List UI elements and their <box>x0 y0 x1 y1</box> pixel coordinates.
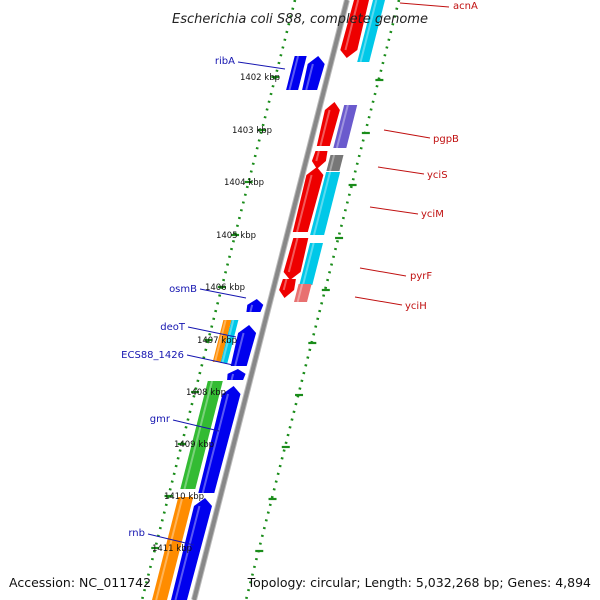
gene-pgpB <box>316 102 340 146</box>
gene-ribA <box>302 56 325 90</box>
gene-gmr <box>198 386 241 493</box>
gene-yciS-highlight <box>315 150 320 162</box>
gene-yciM-highlight <box>296 174 313 233</box>
cog-pgpB <box>333 105 358 148</box>
leader-gmr <box>172 419 220 432</box>
scale-label-1406: 1406 kbp <box>205 283 245 293</box>
scale-label-1409: 1409 kbp <box>174 440 214 450</box>
gene-label-pgpB: pgpB <box>433 134 459 145</box>
cog-pyrF-highlight <box>301 242 315 286</box>
cog-yciH-highlight <box>296 283 304 303</box>
genome-summary-text: Topology: circular; Length: 5,032,268 bp… <box>247 575 591 590</box>
gene-label-yciM: yciM <box>421 209 444 220</box>
accession-text: Accession: NC_011742 <box>9 575 151 590</box>
scale-label-1402: 1402 kbp <box>240 73 280 83</box>
backbone <box>192 0 349 600</box>
gene-label-gmr: gmr <box>150 414 171 425</box>
cog-ribA-highlight <box>288 55 300 91</box>
leader-deoT <box>187 326 237 338</box>
cog-deoT-a-highlight <box>221 319 235 364</box>
leader-pgpB <box>383 129 431 139</box>
gene-label-rnb: rnb <box>128 528 145 539</box>
gene-yciS <box>311 151 328 169</box>
scale-label-1408: 1408 kbp <box>186 388 226 398</box>
gene-yciM <box>292 167 324 232</box>
gene-gmr-highlight <box>201 393 229 494</box>
scale-label-1407: 1407 kbp <box>197 336 237 346</box>
scale-label-1404: 1404 kbp <box>224 178 264 188</box>
scale-label-1405: 1405 kbp <box>216 231 256 241</box>
cog-rnb-highlight <box>155 496 184 600</box>
leader-yciM <box>369 206 419 215</box>
gene-label-yciS: yciS <box>427 170 448 181</box>
cog-deoT-a <box>220 320 239 363</box>
scale-label-1410: 1410 kbp <box>164 492 204 502</box>
gene-pyrF <box>283 238 309 280</box>
leader-ribA <box>237 61 286 70</box>
gene-pyrF-highlight <box>287 237 299 273</box>
gene-label-ECS88_1426: ECS88_1426 <box>121 350 184 361</box>
cog-yciH <box>294 284 312 302</box>
gene-rnb <box>171 498 212 600</box>
leader-rnb <box>147 533 195 546</box>
gene-acnA <box>340 0 369 58</box>
cog-ribA <box>286 56 307 90</box>
gene-pgpB-highlight <box>319 109 331 147</box>
leader-ECS88_1426 <box>186 354 234 366</box>
cog-pyrF <box>299 243 323 285</box>
leader-acnA <box>399 2 450 8</box>
gene-label-pyrF: pyrF <box>410 271 432 282</box>
leader-yciS <box>377 166 425 175</box>
cog-yciM <box>310 172 341 235</box>
gene-label-ribA: ribA <box>215 56 235 67</box>
cog-yciM-highlight <box>313 171 332 236</box>
gene-osmB-highlight <box>249 304 254 313</box>
gene-deoT <box>230 325 257 366</box>
gene-label-acnA: acnA <box>453 1 478 12</box>
gene-ECS88_1426 <box>227 369 246 380</box>
gene-label-deoT: deoT <box>160 322 186 333</box>
cog-pgpB-highlight <box>335 104 349 149</box>
gene-acnA-highlight <box>344 0 360 51</box>
cog-rnb <box>152 497 194 600</box>
gene-rnb-highlight <box>174 505 201 600</box>
cog-deoT-b-highlight <box>213 319 227 363</box>
cog-gmr <box>180 381 223 489</box>
gene-label-yciH: yciH <box>405 301 427 312</box>
scale-label-1411: 1411 kbp <box>152 544 192 554</box>
cog-gmr-highlight <box>183 380 214 490</box>
gene-label-osmB: osmB <box>169 284 197 295</box>
leader-yciH <box>354 296 403 306</box>
map-title: Escherichia coli S88, complete genome <box>172 12 428 27</box>
leader-osmB <box>199 288 247 299</box>
gene-osmB <box>246 299 264 312</box>
gene-deoT-highlight <box>234 332 245 367</box>
cog-deoT-b <box>212 320 232 362</box>
gene-ECS88_1426-highlight <box>230 373 235 381</box>
gene-yciH-highlight <box>282 278 288 291</box>
cog-acnA <box>357 0 385 62</box>
gene-ribA-highlight <box>305 63 314 91</box>
gene-yciH <box>279 279 296 298</box>
cog-acnA-highlight <box>359 0 378 63</box>
scale-label-1403: 1403 kbp <box>232 126 272 136</box>
cog-yciS-highlight <box>329 154 336 172</box>
cog-yciS <box>326 155 344 171</box>
leader-pyrF <box>359 267 407 277</box>
